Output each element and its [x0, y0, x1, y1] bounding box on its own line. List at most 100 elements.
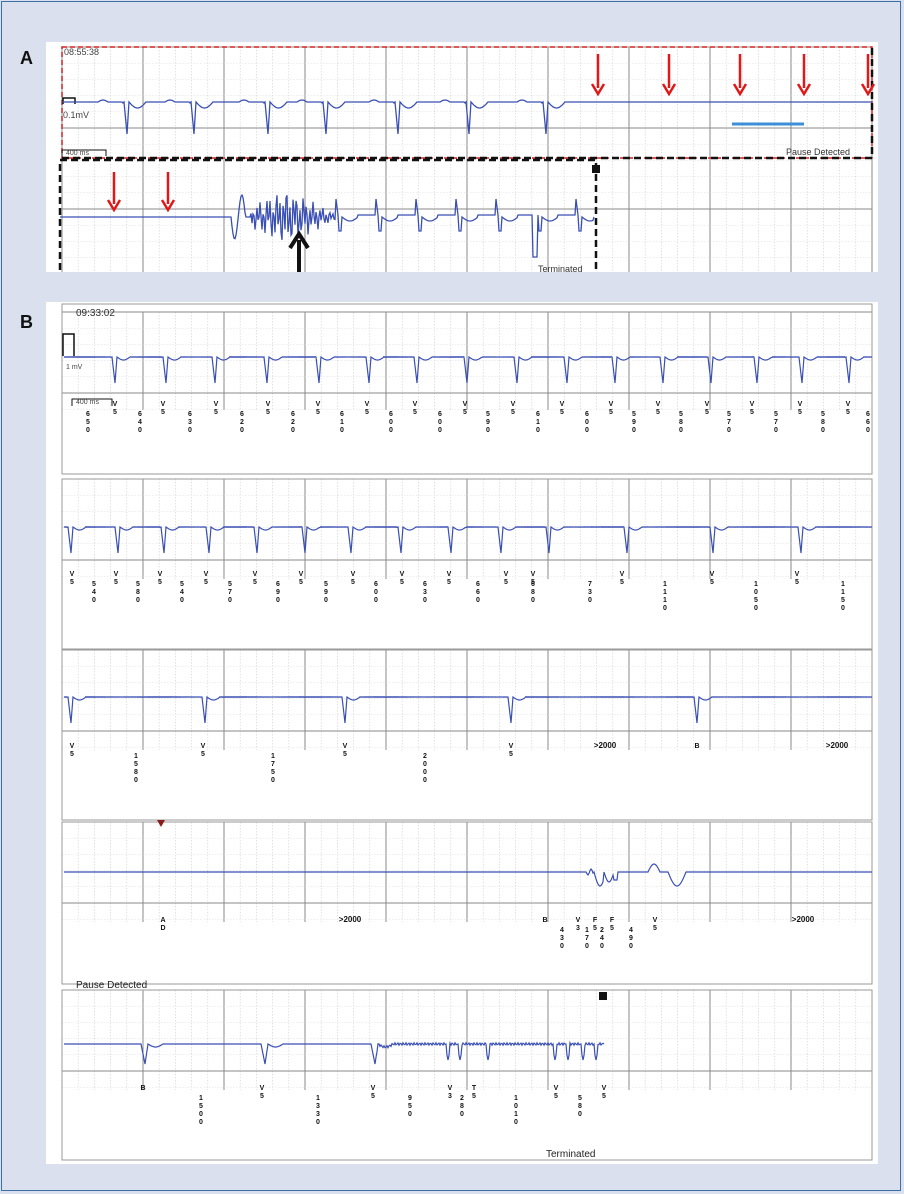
- marker-line: 0: [727, 427, 731, 434]
- marker-label: >2000: [339, 915, 362, 924]
- panel-a-label: A: [20, 48, 33, 68]
- marker-line: B: [542, 917, 547, 924]
- marker-line: 5: [710, 579, 714, 586]
- marker-line: 0: [188, 427, 192, 434]
- marker-line: 3: [423, 589, 427, 596]
- marker-line: 0: [228, 597, 232, 604]
- red-arrows: [106, 54, 876, 213]
- panel-b-markers: V 56 5 0V 56 4 0V 56 3 0V 56 2 0V 56 2 0V 56 1 0V 56 0 0V 56 0 0…: [70, 401, 870, 1126]
- marker-line: V: [70, 743, 75, 750]
- marker-line: 5: [316, 409, 320, 416]
- marker-line: 5: [679, 411, 683, 418]
- marker-line: V: [602, 1085, 607, 1092]
- panel-a-timestamp: 08:55:38: [64, 47, 99, 57]
- marker-line: 7: [585, 935, 589, 942]
- marker-line: 8: [531, 589, 535, 596]
- red-arrow-head: [860, 83, 876, 97]
- marker-line: 5: [620, 579, 624, 586]
- marker-line: V: [509, 743, 514, 750]
- marker-line: V: [656, 401, 661, 408]
- marker-line: V: [114, 571, 119, 578]
- marker-line: 6: [340, 411, 344, 418]
- marker-line: V: [204, 571, 209, 578]
- marker-line: 0: [408, 1111, 412, 1118]
- marker-line: 5: [705, 409, 709, 416]
- marker-line: 0: [514, 1119, 518, 1126]
- marker-line: 5: [602, 1093, 606, 1100]
- red-arrow-head: [661, 83, 677, 97]
- event-marker-triangle: [157, 820, 165, 827]
- marker-line: 5: [798, 409, 802, 416]
- marker-line: V: [463, 401, 468, 408]
- panel-b-pause-text: Pause Detected: [76, 980, 147, 991]
- marker-line: 0: [438, 419, 442, 426]
- marker-line: 9: [408, 1095, 412, 1102]
- marker-line: 6: [438, 411, 442, 418]
- marker-line: 0: [374, 597, 378, 604]
- marker-line: 0: [423, 769, 427, 776]
- strip-frame: [61, 303, 873, 475]
- marker-line: 5: [92, 581, 96, 588]
- marker-line: V: [351, 571, 356, 578]
- marker-line: 6: [585, 411, 589, 418]
- marker-line: 1: [514, 1095, 518, 1102]
- marker-line: 1: [841, 581, 845, 588]
- marker-line: 1: [663, 581, 667, 588]
- marker-line: 5: [750, 409, 754, 416]
- marker-line: 5: [821, 411, 825, 418]
- marker-line: 5: [365, 409, 369, 416]
- marker-line: V: [161, 401, 166, 408]
- marker-line: V: [448, 1085, 453, 1092]
- marker-line: 9: [276, 589, 280, 596]
- marker-label: >2000: [792, 915, 815, 924]
- marker-label: >2000: [594, 741, 617, 750]
- marker-line: 5: [632, 411, 636, 418]
- marker-line: 0: [774, 427, 778, 434]
- marker-line: 5: [610, 925, 614, 932]
- marker-line: 5: [754, 597, 758, 604]
- ecg-trace-strip: [64, 863, 872, 887]
- marker-line: 1: [536, 419, 540, 426]
- ecg-trace-strip: [63, 355, 873, 384]
- marker-line: 8: [679, 419, 683, 426]
- marker-line: 4: [92, 589, 96, 596]
- marker-line: V: [620, 571, 625, 578]
- marker-line: 1: [514, 1111, 518, 1118]
- marker-line: V: [504, 571, 509, 578]
- marker-label: B: [694, 743, 699, 750]
- marker-line: V: [214, 401, 219, 408]
- marker-line: 0: [423, 761, 427, 768]
- marker-line: 5: [199, 1103, 203, 1110]
- marker-line: 8: [821, 419, 825, 426]
- marker-line: 3: [576, 925, 580, 932]
- panel-b-label: B: [20, 312, 33, 332]
- marker-line: V: [113, 401, 118, 408]
- marker-line: V: [158, 571, 163, 578]
- marker-line: 0: [460, 1111, 464, 1118]
- marker-line: 3: [560, 935, 564, 942]
- marker-line: V: [365, 401, 370, 408]
